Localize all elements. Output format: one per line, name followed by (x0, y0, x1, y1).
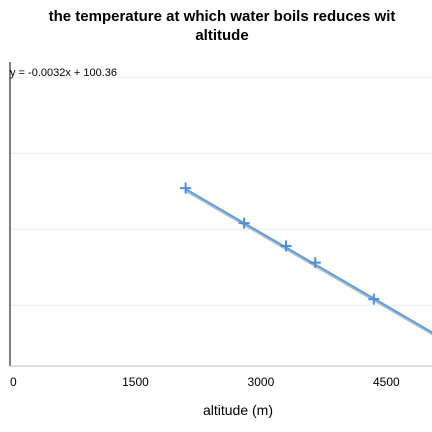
data-point-0 (180, 182, 192, 194)
x-tick-labels: 0 1500 3000 4500 (10, 375, 400, 389)
data-point-2 (280, 240, 292, 252)
data-point-3 (309, 257, 321, 269)
x-tick-label-2: 3000 (248, 375, 275, 389)
x-tick-label-1: 1500 (122, 375, 149, 389)
data-point-4 (368, 293, 380, 305)
chart-title-line-1: the temperature at which water boils red… (49, 8, 396, 25)
trendline-shadow (185, 189, 432, 336)
gridlines (10, 76, 432, 306)
x-tick-label-0: 0 (10, 375, 17, 389)
trendline (185, 188, 432, 334)
x-axis-label: altitude (m) (203, 402, 273, 418)
data-point-1 (238, 217, 250, 229)
trendline-layer (185, 188, 432, 336)
x-tick-label-3: 4500 (373, 375, 400, 389)
trendline-equation: y = -0.0032x + 100.36 (10, 67, 117, 79)
chart-title-line-2: altitude (195, 27, 248, 44)
data-points (180, 182, 380, 305)
